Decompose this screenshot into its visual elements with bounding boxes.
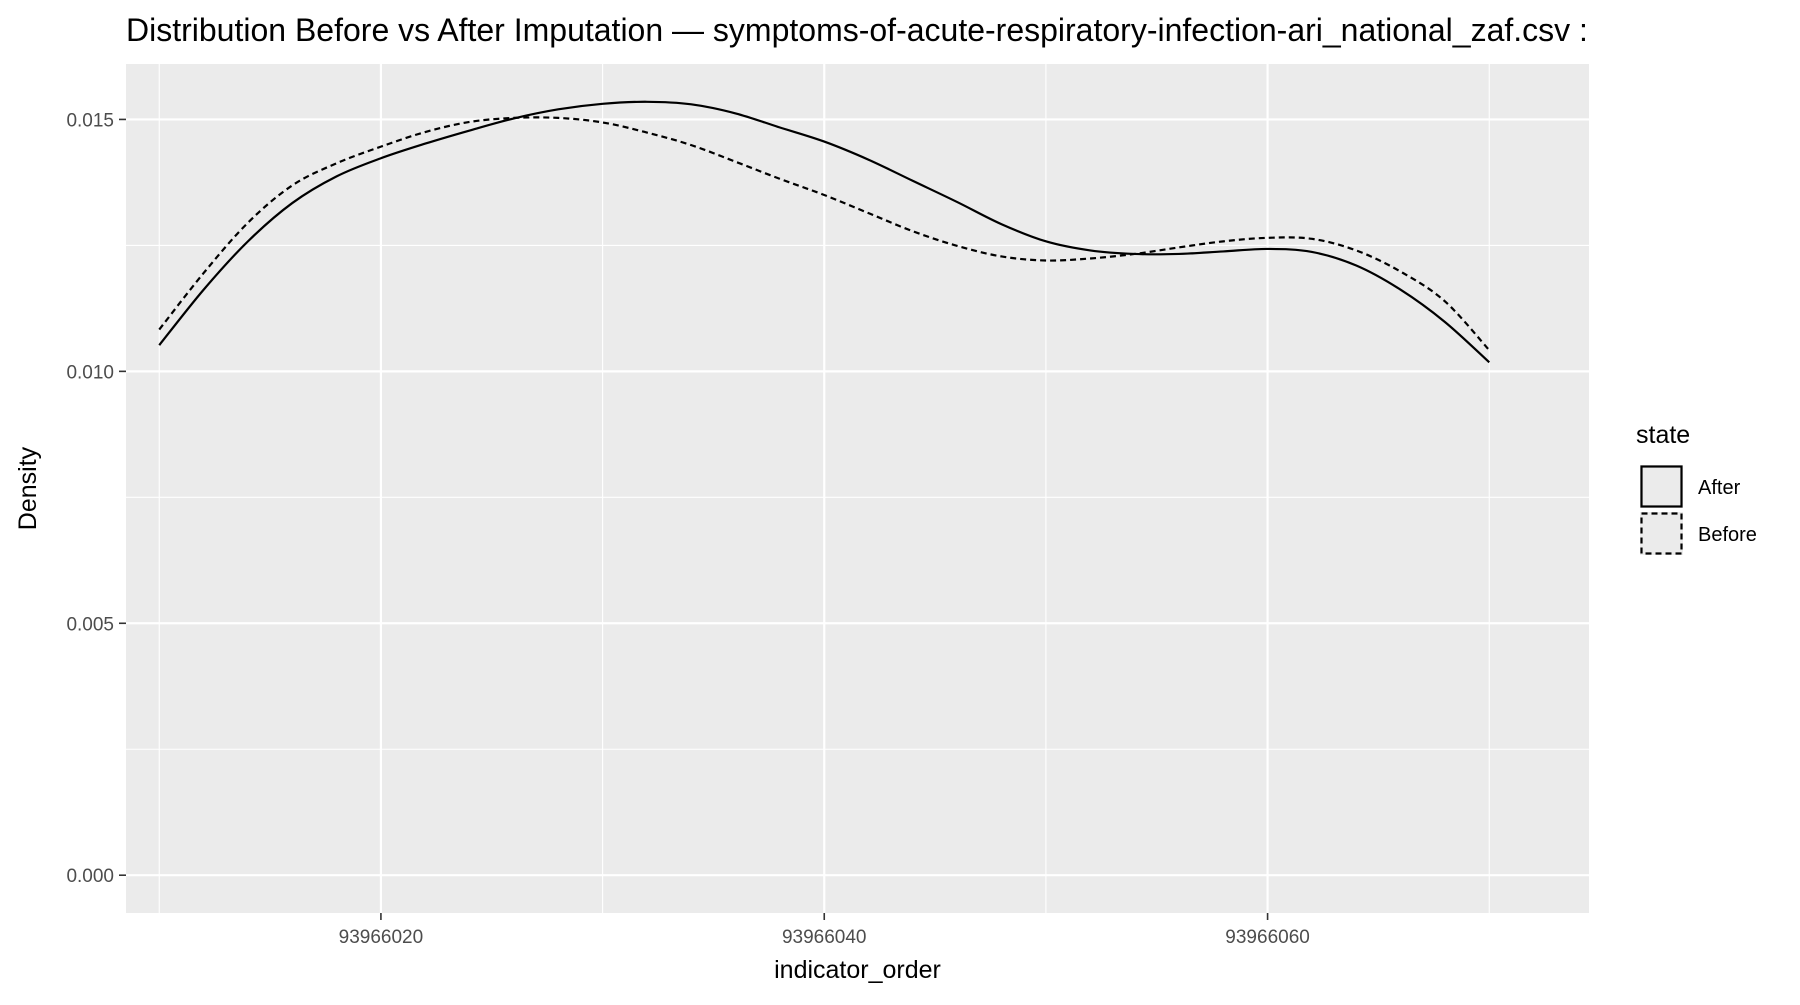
y-tick-label: 0.010 bbox=[66, 362, 114, 383]
legend: state After Before bbox=[1636, 421, 1757, 555]
y-tick-label: 0.005 bbox=[66, 614, 114, 635]
y-tick-label: 0.015 bbox=[66, 110, 114, 131]
legend-key-before bbox=[1640, 512, 1683, 555]
legend-label-after: After bbox=[1698, 477, 1741, 499]
major-gridlines bbox=[126, 64, 1589, 913]
series-layer bbox=[158, 100, 1491, 364]
legend-title: state bbox=[1636, 421, 1690, 449]
legend-key-after bbox=[1640, 465, 1683, 508]
series-line-after bbox=[158, 100, 1490, 364]
x-tick-label: 93966060 bbox=[1225, 927, 1310, 948]
chart-title: Distribution Before vs After Imputation … bbox=[126, 12, 1588, 48]
x-tick-label: 93966040 bbox=[782, 927, 867, 948]
x-axis-title: indicator_order bbox=[774, 956, 941, 984]
legend-label-before: Before bbox=[1698, 524, 1757, 546]
y-axis-title: Density bbox=[14, 446, 42, 530]
plot-panel bbox=[126, 64, 1589, 913]
series-line-before bbox=[158, 116, 1491, 351]
minor-gridlines bbox=[126, 64, 1589, 913]
legend-key-bg-after bbox=[1640, 465, 1683, 508]
y-axis: 0.000 0.005 0.010 0.015 bbox=[66, 110, 126, 887]
legend-key-bg-before bbox=[1640, 512, 1683, 555]
x-axis: 93966020 93966040 93966060 bbox=[339, 913, 1310, 948]
x-tick-label: 93966020 bbox=[339, 927, 424, 948]
y-tick-label: 0.000 bbox=[66, 866, 114, 887]
